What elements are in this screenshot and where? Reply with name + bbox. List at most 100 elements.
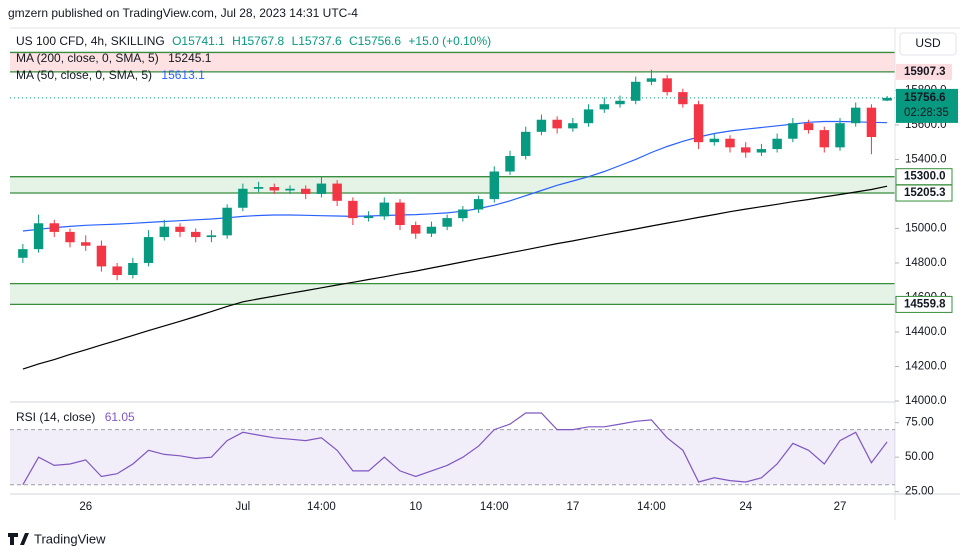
candle-body bbox=[489, 171, 499, 200]
candle-body bbox=[442, 218, 452, 227]
zone-price-box bbox=[896, 63, 952, 80]
candle-body bbox=[568, 123, 578, 129]
x-tick-label: 27 bbox=[834, 501, 847, 513]
candle-body bbox=[395, 202, 405, 225]
moving-average bbox=[22, 185, 888, 370]
candle-body bbox=[835, 123, 845, 148]
candle-body bbox=[316, 183, 327, 194]
ohlc-label: L bbox=[292, 34, 299, 48]
ma-name: MA (50, close, 0, SMA, 5) bbox=[16, 68, 152, 82]
candle-body bbox=[473, 199, 484, 210]
candle-body bbox=[725, 138, 735, 148]
x-tick-label: 24 bbox=[739, 501, 752, 513]
ohlc-value: 15741.1 bbox=[181, 34, 225, 48]
symbol-legend: US 100 CFD, 4h, SKILLING O15741.1 H15767… bbox=[16, 34, 491, 48]
ma-legend: MA (50, close, 0, SMA, 5) 15613.1 bbox=[16, 68, 205, 82]
y-tick-label: 14400.0 bbox=[905, 326, 947, 338]
zone bbox=[10, 283, 895, 305]
rsi-line bbox=[22, 412, 888, 485]
logo-text: TradingView bbox=[34, 531, 106, 546]
rsi-name: RSI (14, close) bbox=[16, 410, 95, 424]
candle-body bbox=[741, 147, 751, 153]
candle-body bbox=[222, 207, 232, 236]
candle-body bbox=[631, 81, 641, 101]
candle-body bbox=[143, 237, 154, 263]
x-tick-label: 26 bbox=[79, 501, 92, 513]
rsi-band bbox=[10, 429, 895, 485]
candle-body bbox=[18, 249, 28, 258]
ohlc-value: 15767.8 bbox=[241, 34, 285, 48]
candle-body bbox=[363, 216, 374, 219]
candle-body bbox=[426, 226, 437, 234]
zone bbox=[10, 176, 895, 194]
y-tick-label: 14800.0 bbox=[905, 257, 947, 269]
zone-price-box bbox=[895, 168, 953, 186]
ma-name: MA (200, close, 0, SMA, 5) bbox=[16, 51, 159, 65]
x-tick-label: 14:00 bbox=[307, 501, 336, 513]
zone-price-label: 15907.3 bbox=[904, 66, 946, 78]
candle-body bbox=[128, 262, 138, 276]
candle-body bbox=[521, 131, 531, 156]
candle-body bbox=[348, 200, 358, 219]
rsi-y-tick-label: 50.00 bbox=[905, 451, 934, 463]
zone-price-label: 14559.8 bbox=[904, 298, 946, 310]
candle-body bbox=[159, 226, 169, 238]
rsi-y-tick-label: 25.00 bbox=[905, 486, 934, 498]
candle-body bbox=[411, 225, 421, 234]
zone bbox=[10, 52, 895, 72]
footer-logo: TradingView bbox=[8, 531, 106, 546]
candle-body bbox=[536, 119, 547, 132]
candle-body bbox=[96, 245, 107, 267]
ohlc-label: C bbox=[349, 34, 358, 48]
plot-layer bbox=[10, 51, 895, 370]
zone-price-box bbox=[895, 295, 953, 313]
candle-body bbox=[851, 107, 861, 124]
x-tick-label: 10 bbox=[409, 501, 422, 513]
candle-body bbox=[788, 123, 798, 139]
zone-price-label: 15205.3 bbox=[904, 187, 946, 199]
candle-body bbox=[269, 187, 279, 191]
rsi-legend: RSI (14, close) 61.05 bbox=[16, 410, 135, 424]
logo-icon bbox=[8, 533, 29, 545]
currency-button[interactable] bbox=[899, 32, 957, 56]
candle-body bbox=[285, 188, 295, 191]
candle-body bbox=[583, 109, 594, 124]
candle-body bbox=[301, 188, 311, 194]
rsi-value: 61.05 bbox=[105, 410, 135, 424]
candle-body bbox=[819, 130, 829, 148]
candle-body bbox=[709, 138, 719, 143]
symbol: US 100 CFD, 4h, SKILLING bbox=[16, 34, 165, 48]
y-tick-label: 15000.0 bbox=[905, 222, 947, 234]
candle-body bbox=[49, 223, 59, 232]
candle-body bbox=[866, 107, 877, 137]
ohlc-label: H bbox=[232, 34, 241, 48]
rsi-y-tick-label: 75.00 bbox=[905, 417, 934, 429]
candle-body bbox=[772, 138, 782, 150]
candle-body bbox=[599, 104, 609, 110]
x-tick-label: Jul bbox=[236, 501, 251, 513]
candle-body bbox=[379, 202, 389, 217]
candle-body bbox=[803, 123, 814, 131]
y-tick-label: 15400.0 bbox=[905, 153, 947, 165]
candle-body bbox=[191, 231, 201, 238]
ohlc-value: 15756.6 bbox=[358, 34, 402, 48]
candle-body bbox=[693, 104, 704, 143]
candle-body bbox=[33, 223, 44, 250]
candle-body bbox=[882, 97, 892, 101]
candle-body bbox=[756, 149, 767, 153]
candle-body bbox=[615, 100, 625, 105]
x-tick-label: 14:00 bbox=[480, 501, 509, 513]
candle-body bbox=[505, 155, 515, 172]
candle-body bbox=[81, 242, 91, 246]
candle-body bbox=[646, 78, 657, 82]
countdown: 02:28:35 bbox=[904, 107, 949, 119]
publish-info: gmzern published on TradingView.com, Jul… bbox=[8, 6, 358, 20]
candle-body bbox=[662, 78, 672, 93]
x-tick-label: 14:00 bbox=[637, 501, 666, 513]
currency[interactable]: USD bbox=[915, 36, 941, 50]
candle-body bbox=[112, 266, 122, 276]
ma-value: 15245.1 bbox=[168, 51, 212, 65]
moving-average bbox=[22, 120, 888, 232]
